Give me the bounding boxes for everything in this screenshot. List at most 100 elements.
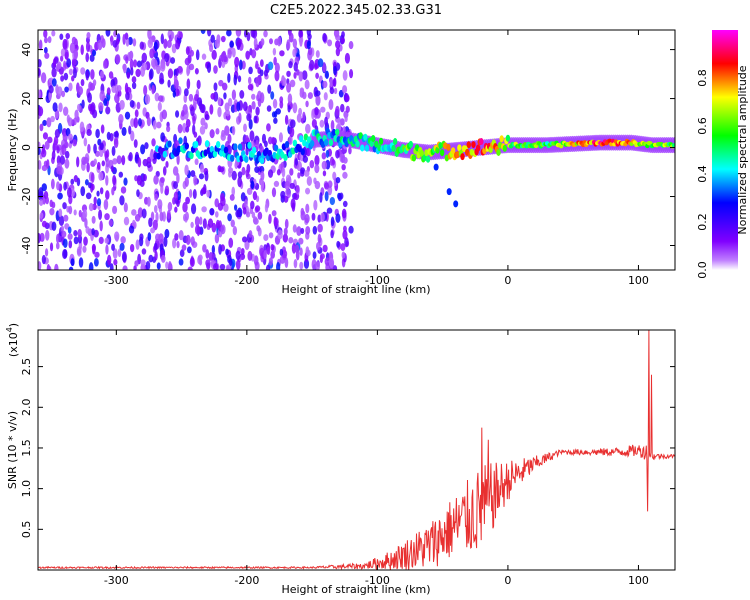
spectrogram-noise-cell (248, 230, 253, 238)
spectrogram-noise-cell (93, 143, 97, 154)
spectrogram-noise-cell (330, 216, 335, 227)
spectrogram-noise-cell (69, 42, 76, 54)
spectrogram-noise-cell (60, 55, 64, 62)
spectrogram-noise-cell (123, 177, 128, 186)
spectrogram-signal-cell (292, 139, 298, 147)
spectrogram-noise-cell (255, 60, 259, 69)
spectrogram-noise-cell (151, 138, 156, 147)
spectrogram-noise-cell (289, 79, 296, 88)
spectrogram-noise-cell (344, 237, 349, 248)
spectrogram-noise-cell (300, 207, 305, 216)
spectrogram-noise-cell (273, 217, 279, 227)
spectrogram-noise-cell (282, 233, 288, 243)
spectrogram-noise-cell (56, 181, 60, 191)
spectrogram-noise-cell (131, 219, 136, 228)
spectrogram-noise-cell (289, 119, 296, 129)
spectrogram-noise-cell (217, 96, 222, 107)
spectrogram-noise-cell (213, 82, 218, 92)
spectrogram-noise-cell (345, 105, 350, 113)
spectrogram-noise-cell (111, 243, 115, 251)
spectrogram-noise-cell (92, 79, 97, 87)
spectrogram-noise-cell (73, 117, 77, 126)
colorbar-tick-label: 0.2 (696, 213, 709, 231)
spectrogram-noise-cell (117, 248, 122, 258)
y-tick-label: 40 (20, 43, 33, 57)
spectrogram-noise-cell (73, 230, 78, 237)
spectrogram-noise-cell (164, 185, 170, 195)
spectrogram-signal-cell (247, 141, 252, 149)
spectrogram-noise-cell (49, 207, 55, 216)
spectrogram-noise-cell (319, 253, 325, 260)
spectrogram-noise-cell (305, 147, 311, 157)
spectrogram-noise-cell (299, 261, 304, 270)
spectrogram-noise-cell (248, 118, 253, 130)
spectrogram-noise-cell (183, 213, 187, 222)
spectrogram-noise-cell (190, 203, 197, 215)
spectrogram-noise-cell (330, 120, 335, 131)
spectrogram-noise-cell (328, 99, 334, 110)
spectrogram-signal-cell (237, 143, 243, 151)
spectrogram-noise-cell (95, 128, 100, 139)
spectrogram-noise-cell (254, 166, 260, 174)
spectrogram-noise-cell (68, 205, 73, 215)
spectrogram-noise-cell (189, 257, 195, 268)
spectrogram-noise-cell (208, 252, 214, 261)
spectrogram-noise-cell (219, 263, 226, 270)
spectrogram-signal-cell (371, 135, 376, 143)
x-tick-label: -200 (234, 574, 259, 587)
spectrogram-signal-cell (244, 155, 249, 163)
spectrogram-noise-cell (231, 186, 236, 197)
spectrogram-noise-cell (52, 102, 58, 112)
spectrogram-noise-cell (50, 115, 55, 123)
spectrogram-noise-cell (62, 202, 67, 210)
spectrogram-noise-cell (210, 93, 216, 100)
spectrogram-noise-cell (38, 232, 41, 244)
spectrogram-noise-cell (44, 140, 50, 150)
spectrogram-noise-cell (62, 106, 69, 117)
spectrogram-noise-cell (45, 229, 50, 241)
spectrogram-noise-cell (237, 176, 242, 188)
spectrogram-tail-cell (446, 188, 452, 196)
spectrogram-noise-cell (66, 58, 72, 68)
spectrogram-noise-cell (313, 199, 318, 211)
spectrogram-noise-cell (88, 81, 93, 92)
spectrogram-signal-cell (471, 141, 476, 149)
spectrogram-noise-cell (296, 226, 302, 237)
spectrogram-noise-cell (82, 209, 88, 219)
spectrogram-noise-cell (188, 188, 193, 198)
spectrogram-noise-cell (324, 116, 328, 127)
spectrogram-noise-cell (218, 166, 225, 173)
spectrogram-noise-cell (298, 35, 304, 44)
spectrogram-noise-cell (196, 225, 200, 237)
spectrogram-noise-cell (55, 242, 60, 250)
spectrogram-noise-cell (277, 229, 283, 240)
spectrogram-noise-cell (256, 225, 261, 232)
colorbar-tick-label: 0.4 (696, 165, 709, 183)
spectrogram-noise-cell (315, 72, 320, 79)
spectrogram-noise-cell (131, 76, 137, 84)
spectrogram-signal-cell (184, 142, 190, 150)
spectrogram-noise-cell (228, 257, 233, 266)
spectrogram-noise-cell (135, 68, 141, 78)
spectrogram-noise-cell (234, 56, 240, 68)
spectrogram-noise-cell (133, 265, 137, 270)
spectrogram-noise-cell (269, 38, 273, 45)
spectrogram-noise-cell (327, 39, 333, 47)
spectrogram-noise-cell (202, 243, 207, 253)
spectrogram-noise-cell (39, 212, 44, 219)
spectrogram-noise-cell (73, 236, 79, 245)
colorbar-tick-label: 0.6 (696, 117, 709, 135)
spectrogram-signal-cell (259, 157, 265, 165)
spectrogram-noise-cell (140, 259, 146, 266)
spectrogram-noise-cell (99, 149, 104, 158)
spectrogram-noise-cell (122, 265, 128, 270)
spectrogram-noise-cell (129, 58, 134, 70)
spectrogram-noise-cell (268, 257, 273, 266)
spectrogram-noise-cell (38, 68, 41, 77)
spectrogram-noise-cell (149, 151, 155, 160)
spectrogram-noise-cell (311, 108, 315, 120)
spectrogram-noise-cell (150, 211, 155, 221)
spectrogram-noise-cell (329, 196, 336, 206)
spectrogram-noise-cell (198, 173, 205, 180)
spectrogram-noise-cell (224, 125, 230, 136)
